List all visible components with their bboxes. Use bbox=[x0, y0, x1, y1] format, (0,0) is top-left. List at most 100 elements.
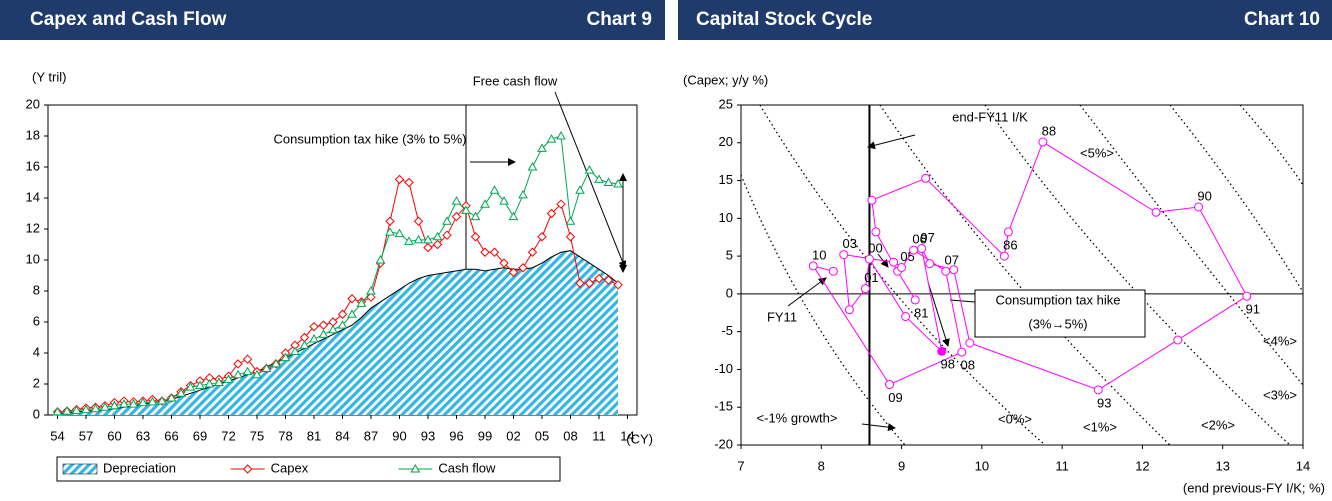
y-tick-label: 0 bbox=[726, 285, 733, 300]
x-tick-label: 08 bbox=[563, 428, 577, 443]
point bbox=[941, 266, 951, 276]
x-tick-label: 14 bbox=[620, 428, 634, 443]
point-label: 81 bbox=[914, 305, 928, 320]
chart-number: Chart 10 bbox=[1244, 9, 1320, 30]
point bbox=[499, 258, 509, 268]
y-tick-label: 14 bbox=[26, 189, 40, 204]
y-tick-label: 0 bbox=[33, 406, 40, 421]
y-tick-label: 15 bbox=[719, 172, 733, 187]
point bbox=[480, 199, 490, 208]
point bbox=[375, 254, 386, 264]
arrows bbox=[470, 91, 983, 432]
annotation: Free cash flow bbox=[473, 73, 558, 88]
point bbox=[366, 292, 376, 302]
legend-label: Cash flow bbox=[438, 460, 496, 475]
point-label: 03 bbox=[843, 236, 857, 251]
y-tick-label: 16 bbox=[26, 158, 40, 173]
point bbox=[413, 216, 424, 226]
point bbox=[223, 374, 234, 383]
point bbox=[233, 369, 243, 379]
legend-swatch bbox=[62, 463, 98, 475]
x-tick-label: 66 bbox=[164, 428, 178, 443]
point bbox=[925, 259, 935, 269]
x-tick-label: 60 bbox=[107, 428, 121, 443]
point bbox=[100, 402, 110, 411]
x-tick-label: 99 bbox=[478, 428, 492, 443]
point-label: 09 bbox=[888, 390, 902, 405]
point-label: 90 bbox=[1197, 188, 1211, 203]
point-label: 98 bbox=[940, 357, 954, 372]
point bbox=[808, 261, 818, 271]
chart-number: Chart 9 bbox=[587, 9, 652, 30]
x-tick-label: 78 bbox=[278, 428, 292, 443]
point bbox=[839, 250, 849, 260]
x-tick-label: 93 bbox=[421, 428, 435, 443]
point bbox=[1242, 291, 1252, 301]
point-label: 00 bbox=[868, 241, 882, 256]
x-axis-label: (end previous-FY I/K; %) bbox=[1183, 480, 1325, 495]
point bbox=[499, 196, 509, 205]
point bbox=[366, 285, 376, 295]
y-tick-label: 4 bbox=[33, 344, 40, 359]
point bbox=[537, 143, 547, 152]
point-label: 10 bbox=[812, 247, 826, 262]
point bbox=[337, 309, 348, 319]
point bbox=[957, 347, 967, 357]
x-tick-label: 13 bbox=[1215, 458, 1229, 473]
point bbox=[565, 216, 576, 225]
y-tick-label: 2 bbox=[33, 375, 40, 390]
x-tick-label: 9 bbox=[898, 458, 905, 473]
point bbox=[965, 338, 975, 348]
y-tick-label: 25 bbox=[719, 96, 733, 111]
x-tick-label: 63 bbox=[136, 428, 150, 443]
x-tick-label: 69 bbox=[193, 428, 207, 443]
point bbox=[318, 320, 329, 330]
point bbox=[594, 174, 604, 183]
point bbox=[157, 396, 167, 405]
x-tick-label: 10 bbox=[975, 458, 989, 473]
point bbox=[242, 366, 253, 376]
point bbox=[242, 354, 253, 364]
point-label: 86 bbox=[1003, 238, 1017, 253]
x-tick-label: 8 bbox=[818, 458, 825, 473]
point bbox=[166, 392, 177, 402]
point bbox=[451, 196, 462, 205]
x-tick-label: 7 bbox=[737, 458, 744, 473]
point bbox=[527, 247, 538, 257]
point bbox=[489, 247, 500, 257]
point bbox=[204, 378, 215, 388]
point bbox=[603, 177, 614, 186]
annotation: FY11 bbox=[767, 309, 797, 324]
point bbox=[356, 298, 367, 307]
point bbox=[864, 254, 874, 264]
header-bar bbox=[0, 0, 665, 40]
point bbox=[518, 189, 528, 199]
y-tick-label: 8 bbox=[33, 282, 40, 297]
point bbox=[385, 227, 395, 236]
point-label: 08 bbox=[961, 358, 975, 373]
x-tick-label: 87 bbox=[364, 428, 378, 443]
point bbox=[897, 262, 907, 272]
annotation: <-1% growth> bbox=[757, 410, 838, 425]
point bbox=[261, 363, 272, 372]
point bbox=[575, 278, 585, 288]
annotation: <3%> bbox=[1263, 387, 1297, 402]
legend-label: Capex bbox=[271, 460, 309, 475]
point bbox=[889, 257, 899, 267]
point bbox=[290, 346, 300, 355]
point bbox=[584, 165, 595, 174]
annotation: <2%> bbox=[1201, 417, 1235, 432]
point bbox=[385, 216, 395, 226]
annotation: (3%→5%) bbox=[1028, 316, 1087, 331]
point bbox=[556, 199, 566, 209]
growth-curves bbox=[740, 104, 1304, 446]
point bbox=[508, 211, 519, 221]
point bbox=[451, 211, 462, 222]
legend-box bbox=[56, 456, 561, 482]
point bbox=[71, 405, 82, 414]
legend-marker bbox=[410, 463, 421, 473]
x-tick-label: 57 bbox=[79, 428, 93, 443]
y-tick-label: -5 bbox=[721, 323, 733, 338]
